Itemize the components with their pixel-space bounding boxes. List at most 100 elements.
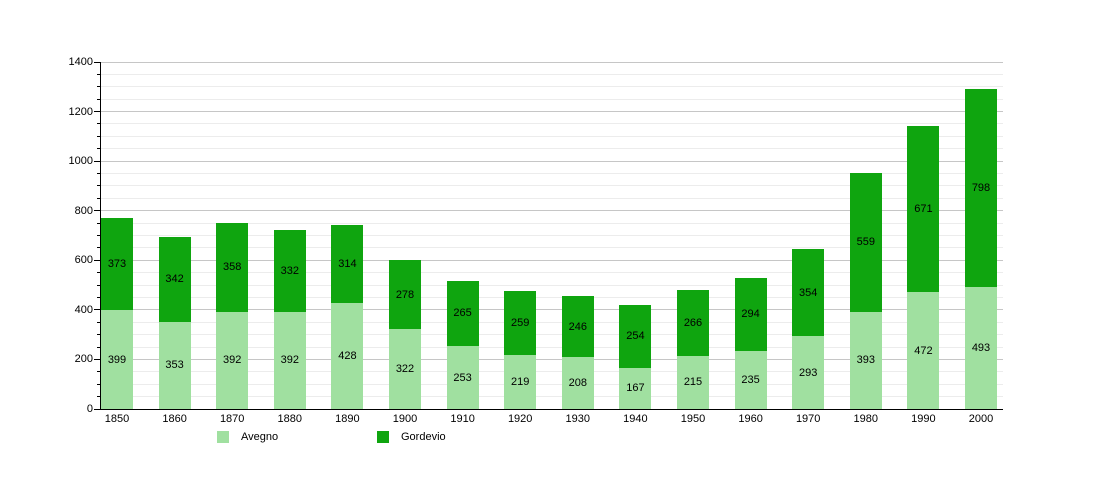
y-tick-250 bbox=[97, 346, 100, 348]
y-gridline-1150 bbox=[101, 123, 1003, 125]
y-tick-label-400: 400 bbox=[74, 303, 93, 316]
bar-value-avegno-1980: 393 bbox=[856, 354, 875, 367]
bar-value-gordevio-1950: 266 bbox=[683, 316, 703, 329]
x-tick-label-1920: 1920 bbox=[507, 413, 533, 425]
y-tick-750 bbox=[97, 222, 100, 224]
bar-segment-avegno-1850: 399 bbox=[101, 310, 133, 409]
bar-value-gordevio-1960: 294 bbox=[741, 308, 760, 321]
bar-1960: 235 294 bbox=[734, 277, 767, 409]
y-tick-800 bbox=[94, 210, 100, 212]
y-gridline-550 bbox=[101, 272, 1003, 274]
bar-1980: 393 559 bbox=[849, 173, 882, 409]
bar-1950: 215 266 bbox=[677, 289, 709, 409]
bar-segment-avegno-1890: 428 bbox=[331, 302, 364, 409]
bar-value-avegno-1870: 392 bbox=[223, 354, 242, 367]
bar-segment-gordevio-1900: 278 bbox=[389, 260, 421, 330]
bar-value-avegno-1930: 208 bbox=[568, 377, 587, 390]
y-tick-label-200: 200 bbox=[74, 353, 93, 366]
bar-segment-avegno-1930: 208 bbox=[561, 357, 594, 409]
bar-value-avegno-1860: 353 bbox=[165, 359, 184, 372]
y-gridline-1050 bbox=[101, 148, 1003, 150]
bar-1970: 293 354 bbox=[792, 248, 825, 409]
bar-value-gordevio-1850: 373 bbox=[107, 257, 127, 270]
bar-segment-gordevio-1890: 314 bbox=[331, 225, 364, 303]
y-tick-550 bbox=[97, 272, 100, 274]
bar-value-avegno-1970: 293 bbox=[799, 366, 818, 379]
y-tick-600 bbox=[94, 259, 100, 261]
legend-item-gordevio: Gordevio bbox=[377, 430, 446, 444]
y-gridline-500 bbox=[101, 284, 1003, 286]
bar-value-avegno-1900: 322 bbox=[395, 363, 415, 376]
bar-value-gordevio-2000: 798 bbox=[971, 181, 991, 194]
x-tick-label-1850: 1850 bbox=[104, 413, 130, 425]
bar-segment-gordevio-1910: 265 bbox=[446, 280, 479, 347]
bar-segment-gordevio-1850: 373 bbox=[101, 217, 133, 311]
bar-segment-avegno-1910: 253 bbox=[446, 346, 479, 409]
y-gridline-750 bbox=[101, 222, 1003, 224]
legend-swatch-avegno bbox=[217, 431, 229, 443]
bar-value-gordevio-1890: 314 bbox=[338, 258, 357, 271]
y-gridline-1250 bbox=[101, 98, 1003, 100]
bar-segment-avegno-1950: 215 bbox=[677, 355, 709, 409]
y-gridline-350 bbox=[101, 321, 1003, 323]
bar-value-avegno-2000: 493 bbox=[971, 341, 991, 354]
y-tick-450 bbox=[97, 296, 100, 298]
x-tick-label-1970: 1970 bbox=[795, 413, 821, 425]
bar-value-gordevio-1940: 254 bbox=[626, 330, 645, 343]
bar-value-gordevio-1910: 265 bbox=[453, 307, 472, 320]
y-gridline-600 bbox=[101, 259, 1003, 261]
y-gridline-1100 bbox=[101, 135, 1003, 137]
bar-segment-avegno-1960: 235 bbox=[734, 350, 767, 409]
bar-segment-gordevio-1940: 254 bbox=[619, 304, 652, 368]
bar-segment-gordevio-1960: 294 bbox=[734, 277, 767, 351]
y-tick-1050 bbox=[97, 148, 100, 150]
bar-value-avegno-1880: 392 bbox=[280, 354, 299, 367]
bar-1920: 219 259 bbox=[504, 290, 537, 409]
legend-swatch-gordevio bbox=[377, 431, 389, 443]
x-tick-label-1980: 1980 bbox=[853, 413, 879, 425]
y-gridline-850 bbox=[101, 197, 1003, 199]
y-gridline-700 bbox=[101, 235, 1003, 236]
y-tick-1300 bbox=[97, 86, 100, 88]
bar-segment-gordevio-1870: 358 bbox=[216, 223, 249, 312]
y-gridline-250 bbox=[101, 346, 1003, 348]
bar-segment-avegno-1920: 219 bbox=[504, 354, 537, 409]
y-gridline-1400 bbox=[101, 61, 1003, 63]
bar-value-avegno-1950: 215 bbox=[683, 376, 703, 389]
x-tick-label-1900: 1900 bbox=[392, 413, 418, 425]
bar-segment-avegno-1860: 353 bbox=[158, 321, 191, 409]
y-gridline-1200 bbox=[101, 111, 1003, 113]
y-gridline-1000 bbox=[101, 160, 1003, 162]
bar-1940: 167 254 bbox=[619, 304, 652, 409]
bar-value-gordevio-1860: 342 bbox=[165, 273, 184, 286]
bar-segment-avegno-2000: 493 bbox=[965, 286, 997, 409]
bar-value-gordevio-1880: 332 bbox=[280, 264, 299, 277]
bar-value-avegno-1940: 167 bbox=[626, 382, 645, 395]
bar-1900: 322 278 bbox=[389, 260, 421, 409]
y-tick-50 bbox=[97, 396, 100, 398]
bar-segment-gordevio-1950: 266 bbox=[677, 289, 709, 356]
bar-1990: 472 671 bbox=[907, 125, 940, 409]
bar-value-avegno-1890: 428 bbox=[338, 349, 357, 362]
y-gridline-1300 bbox=[101, 86, 1003, 88]
y-gridline-800 bbox=[101, 210, 1003, 212]
bar-1910: 253 265 bbox=[446, 280, 479, 409]
bar-segment-gordevio-1930: 246 bbox=[561, 296, 594, 358]
y-tick-300 bbox=[97, 334, 100, 336]
bar-1930: 208 246 bbox=[561, 296, 594, 409]
bar-value-gordevio-1920: 259 bbox=[511, 316, 530, 329]
bar-value-gordevio-1930: 246 bbox=[568, 320, 587, 333]
y-gridline-50 bbox=[101, 396, 1003, 398]
y-tick-500 bbox=[97, 284, 100, 286]
bar-segment-gordevio-1990: 671 bbox=[907, 125, 940, 293]
y-gridline-100 bbox=[101, 383, 1003, 385]
legend-item-avegno: Avegno bbox=[217, 430, 278, 444]
bar-segment-avegno-1940: 167 bbox=[619, 367, 652, 409]
bar-value-gordevio-1870: 358 bbox=[223, 261, 242, 274]
bar-segment-gordevio-1880: 332 bbox=[273, 229, 306, 312]
bar-1870: 392 358 bbox=[216, 223, 249, 409]
y-tick-1400 bbox=[94, 61, 100, 63]
x-tick-label-1940: 1940 bbox=[623, 413, 648, 425]
y-tick-1200 bbox=[94, 111, 100, 113]
y-gridline-300 bbox=[101, 334, 1003, 336]
